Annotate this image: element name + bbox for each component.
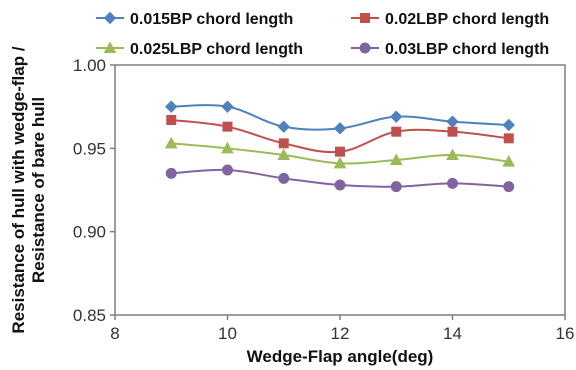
data-point-triangle	[221, 141, 234, 154]
legend-marker-square	[360, 13, 370, 23]
series-4	[165, 164, 515, 193]
data-point-triangle	[446, 148, 459, 160]
data-point-triangle	[389, 153, 403, 165]
data-point-diamond	[446, 115, 459, 128]
legend-marker-diamond	[103, 11, 117, 25]
x-tick-label: 10	[218, 324, 237, 343]
data-point-triangle	[277, 148, 291, 160]
data-point-circle	[278, 172, 290, 184]
data-point-triangle	[502, 155, 516, 167]
data-point-circle	[447, 177, 458, 189]
legend-marker-triangle	[103, 41, 117, 53]
y-tick-label: 0.85	[73, 306, 106, 325]
series-1	[165, 100, 515, 135]
x-axis-ticks: 8 10 12 14 16	[110, 315, 574, 343]
data-point-circle	[334, 179, 346, 191]
series-2	[166, 115, 514, 157]
data-point-circle	[165, 167, 177, 179]
legend-label: 0.025LBP chord length	[130, 41, 303, 58]
legend: 0.015BP chord length 0.02LBP chord length…	[96, 11, 549, 58]
legend-item: 0.03LBP chord length	[351, 41, 549, 58]
data-point-diamond	[165, 100, 178, 113]
legend-label: 0.03LBP chord length	[385, 41, 549, 58]
data-point-square	[391, 126, 402, 137]
legend-label: 0.015BP chord length	[130, 11, 293, 28]
x-tick-label: 16	[556, 324, 575, 343]
data-point-diamond	[333, 122, 347, 135]
data-point-diamond	[390, 110, 403, 123]
series-layer	[164, 100, 516, 193]
series-3	[164, 136, 516, 169]
data-point-square	[222, 121, 233, 132]
legend-item: 0.025LBP chord length	[96, 41, 303, 58]
data-point-square	[447, 126, 458, 137]
data-point-circle	[222, 164, 233, 176]
y-axis-ticks: 0.85 0.90 0.95 1.00	[73, 56, 115, 325]
y-axis-title: Resistance of hull with wedge-flap /	[9, 46, 28, 333]
y-tick-label: 0.95	[73, 139, 106, 158]
legend-label: 0.02LBP chord length	[385, 11, 549, 28]
legend-item: 0.02LBP chord length	[351, 11, 549, 28]
data-point-diamond	[502, 118, 515, 132]
data-point-diamond	[277, 120, 290, 133]
y-tick-label: 1.00	[73, 56, 106, 75]
x-tick-label: 12	[331, 324, 350, 343]
x-tick-label: 14	[443, 324, 462, 343]
data-point-square	[503, 133, 514, 144]
data-point-square	[335, 146, 345, 157]
x-axis-title: Wedge-Flap angle(deg)	[247, 347, 434, 366]
data-point-triangle	[164, 136, 178, 149]
data-point-square	[166, 115, 177, 125]
legend-marker-circle	[359, 42, 371, 54]
data-point-circle	[503, 181, 515, 193]
data-point-square	[278, 138, 289, 149]
y-tick-label: 0.90	[73, 223, 106, 242]
legend-item: 0.015BP chord length	[96, 11, 293, 28]
data-point-triangle	[333, 156, 347, 169]
data-point-circle	[390, 181, 402, 193]
x-tick-label: 8	[110, 324, 119, 343]
data-point-diamond	[221, 100, 234, 113]
y-axis-title-line2: Resistance of bare hull	[29, 97, 48, 283]
